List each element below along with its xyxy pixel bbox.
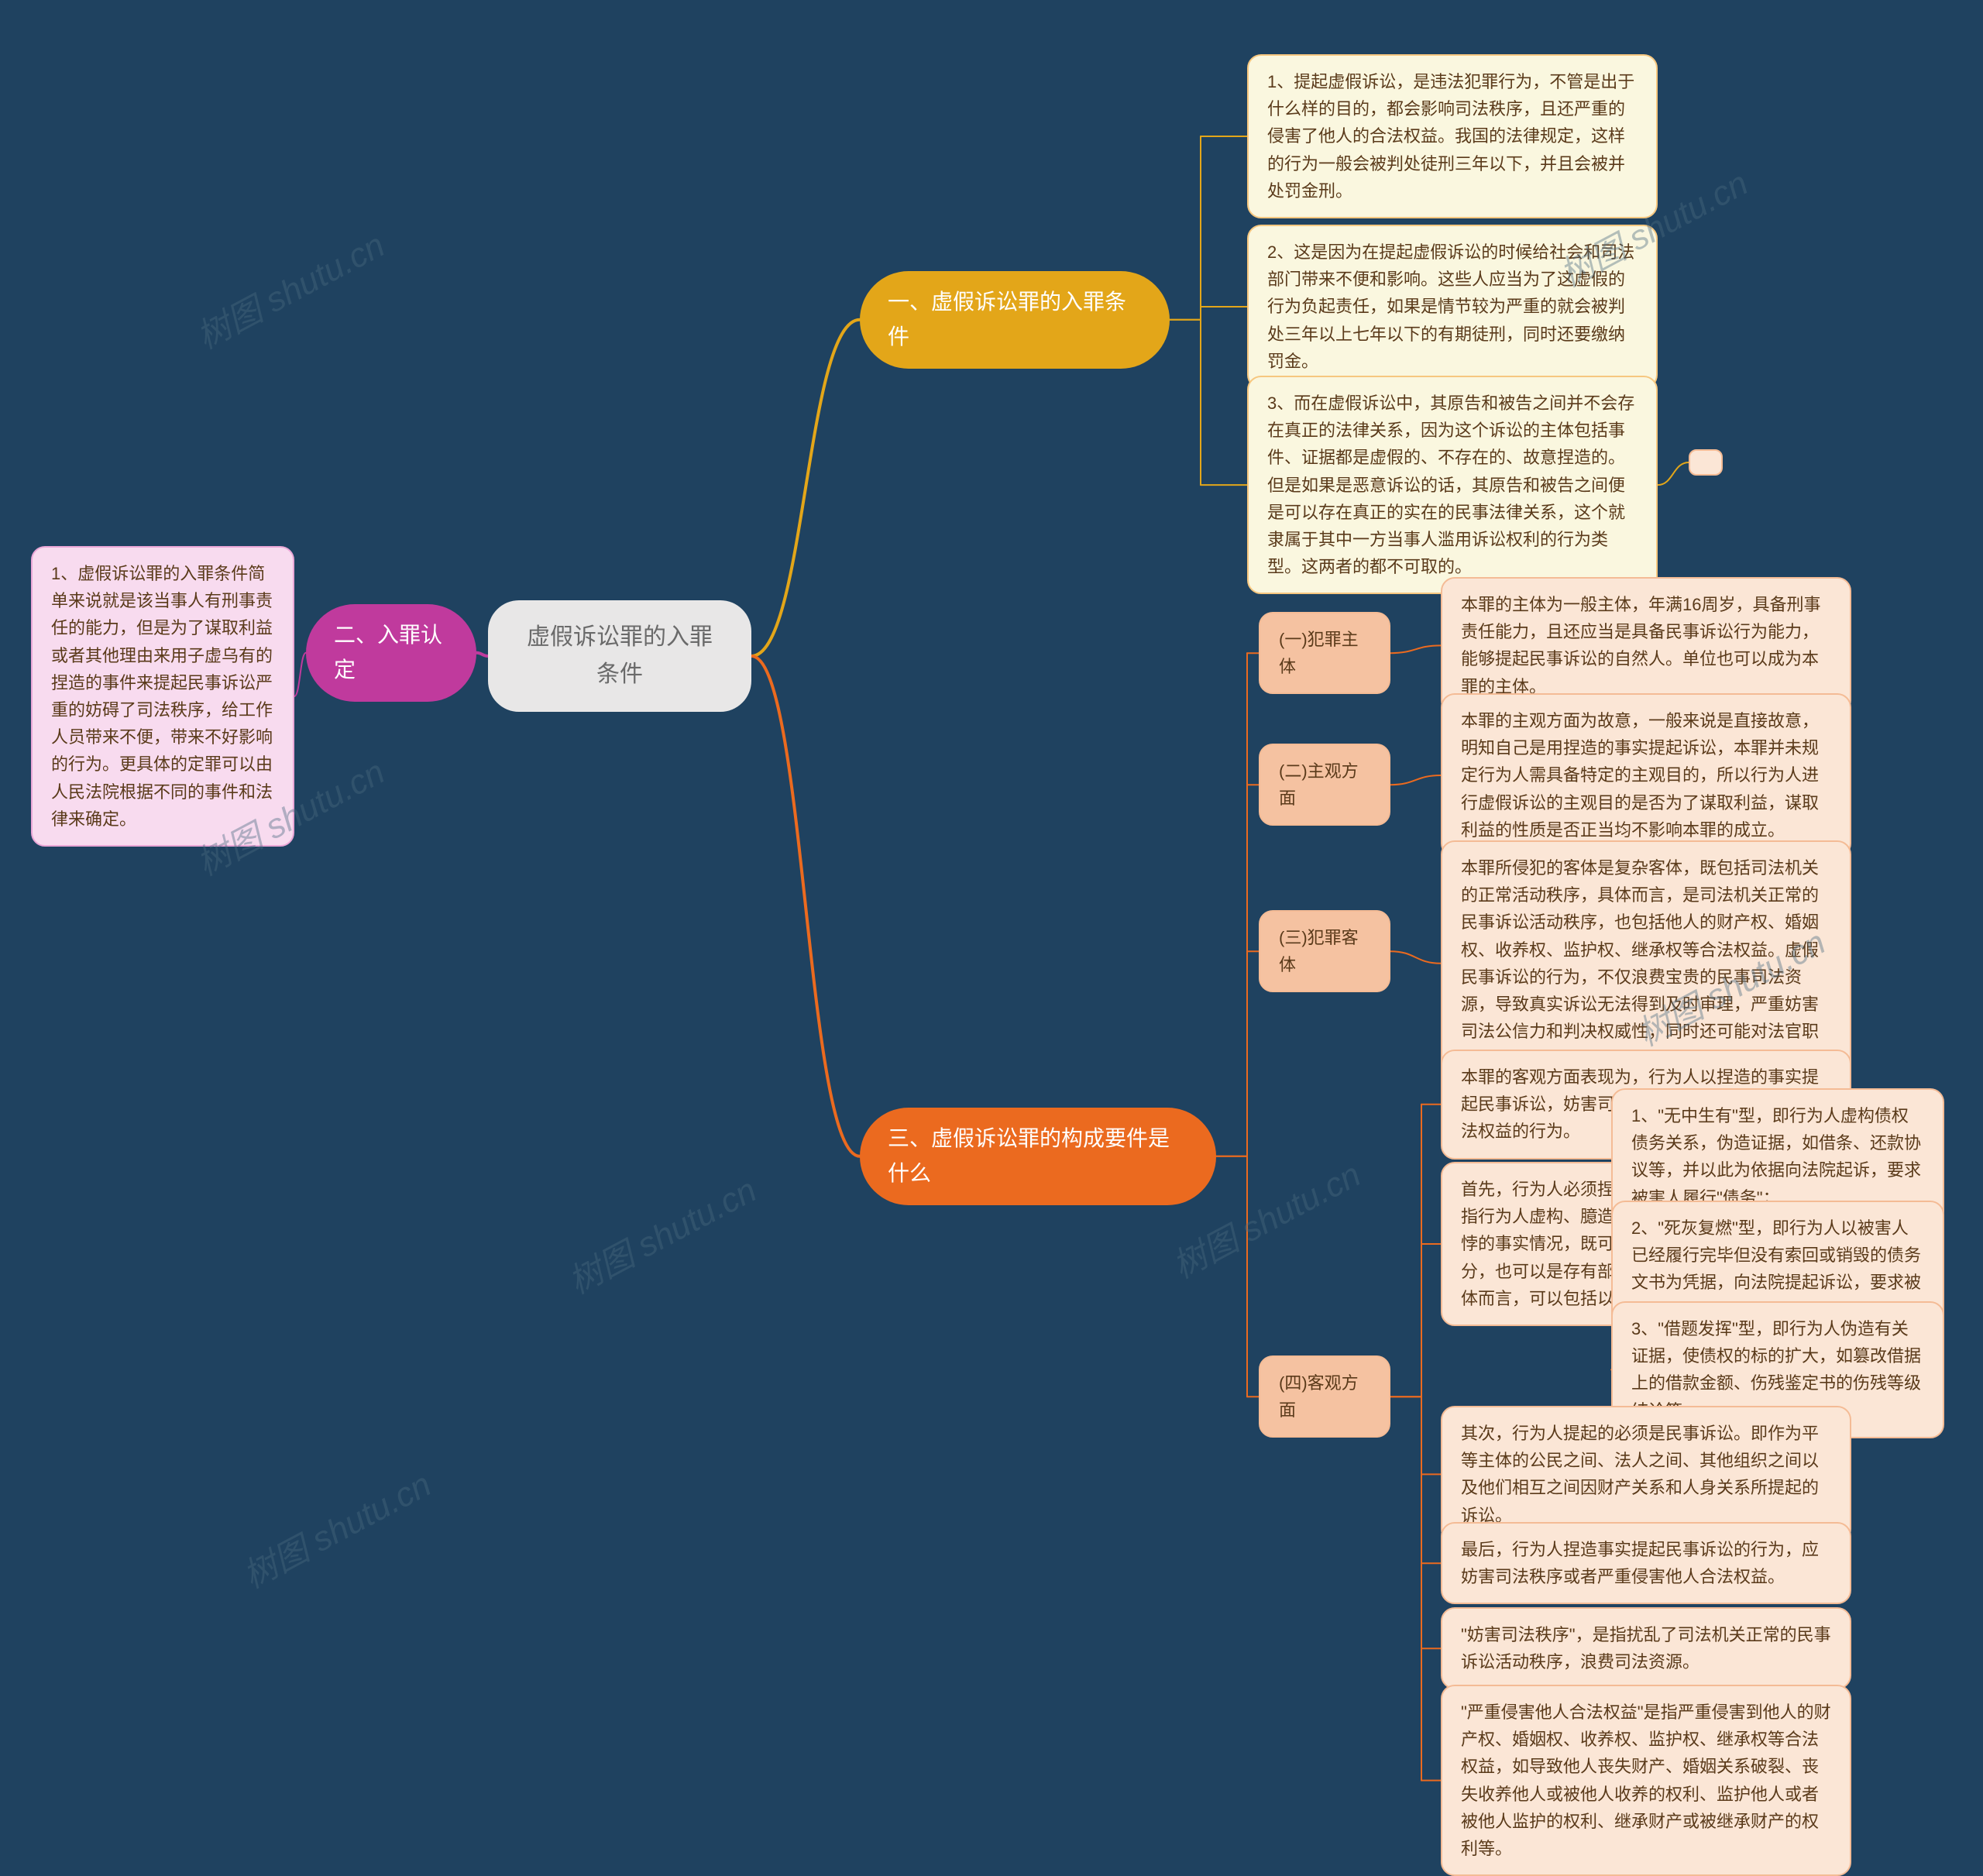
- node-n1b: 2、这是因为在提起虚假诉讼的时候给社会和司法部门带来不便和影响。这些人应当为了这…: [1247, 225, 1658, 389]
- watermark: 树图 shutu.cn: [558, 1163, 764, 1304]
- node-n3_4: (四)客观方面: [1259, 1355, 1390, 1438]
- node-n3_4f: "严重侵害他人合法权益"是指严重侵害到他人的财产权、婚姻权、收养权、监护权、继承…: [1441, 1685, 1851, 1876]
- node-n3_3: (三)犯罪客体: [1259, 910, 1390, 992]
- node-n3_2a: 本罪的主观方面为故意，一般来说是直接故意，明知自己是用捏造的事实提起诉讼，本罪并…: [1441, 693, 1851, 857]
- watermark: 树图 shutu.cn: [233, 1457, 438, 1598]
- node-n1a: 1、提起虚假诉讼，是违法犯罪行为，不管是出于什么样的目的，都会影响司法秩序，且还…: [1247, 54, 1658, 218]
- node-n3_1: (一)犯罪主体: [1259, 612, 1390, 694]
- watermark: 树图 shutu.cn: [187, 218, 392, 359]
- node-center: 虚假诉讼罪的入罪条件: [488, 600, 751, 712]
- node-attachment: [1689, 449, 1723, 476]
- node-n3_4e: "妨害司法秩序"，是指扰乱了司法机关正常的民事诉讼活动秩序，浪费司法资源。: [1441, 1607, 1851, 1689]
- node-n2: 二、入罪认定: [306, 604, 476, 702]
- mindmap-stage: 虚假诉讼罪的入罪条件 一、虚假诉讼罪的入罪条件二、入罪认定三、虚假诉讼罪的构成要件…: [0, 0, 1983, 1798]
- node-n3: 三、虚假诉讼罪的构成要件是什么: [860, 1108, 1216, 1205]
- node-n3_2: (二)主观方面: [1259, 744, 1390, 826]
- node-n1c: 3、而在虚假诉讼中，其原告和被告之间并不会存在真正的法律关系，因为这个诉讼的主体…: [1247, 376, 1658, 594]
- node-n1: 一、虚假诉讼罪的入罪条件: [860, 271, 1170, 369]
- node-n2a: 1、虚假诉讼罪的入罪条件简单来说就是该当事人有刑事责任的能力，但是为了谋取利益或…: [31, 546, 294, 847]
- node-n3_4d: 最后，行为人捏造事实提起民事诉讼的行为，应妨害司法秩序或者严重侵害他人合法权益。: [1441, 1522, 1851, 1604]
